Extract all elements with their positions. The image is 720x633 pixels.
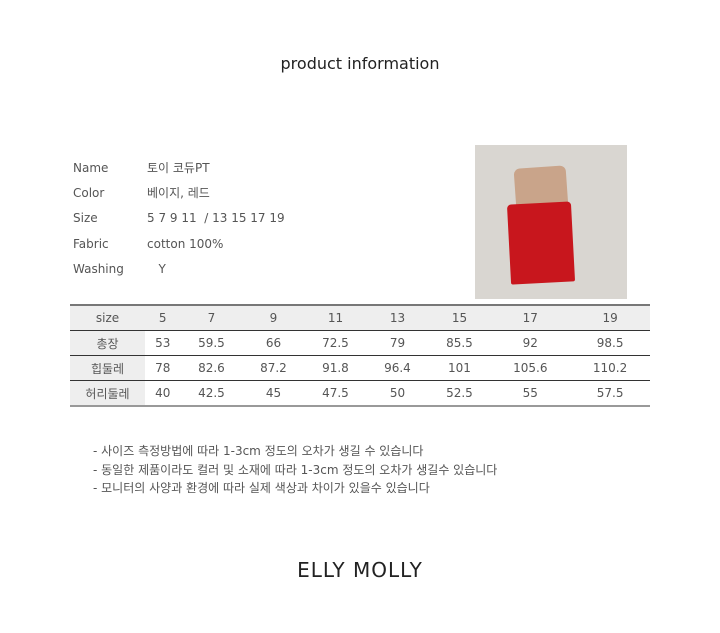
label: Color — [73, 185, 105, 200]
info-washing: Washing Y — [73, 256, 285, 281]
table-cell: 45 — [265, 386, 282, 400]
table-cell: 5 — [145, 305, 181, 331]
info-fabric: Fabric cotton 100% — [73, 231, 285, 256]
info-size: Size 5 7 9 11 / 13 15 17 19 — [73, 206, 285, 231]
table-cell: 85.5 — [428, 330, 491, 356]
table-cell: 47.5 — [322, 386, 349, 400]
table-cell: 55 — [522, 386, 538, 400]
table-cell: 40 — [155, 386, 171, 400]
product-info: Name 토이 코듀PT Color 베이지, 레드 Size 5 7 9 11 / … — [73, 155, 285, 281]
red-pants — [506, 201, 576, 285]
value: 토이 코듀PT — [147, 161, 210, 176]
table-cell: 101 — [428, 355, 491, 381]
table-cell: 78 — [145, 355, 181, 381]
page-title: product information — [280, 54, 440, 73]
label: Size — [73, 211, 98, 226]
table-cell: 11 — [304, 305, 367, 331]
table-cell: 17 — [490, 305, 571, 331]
row-label: 허리둘레 — [70, 380, 145, 406]
table-row: 허리둘레 40 42.5 45 47.5 50 52.5 55 57.5 — [70, 380, 650, 406]
table-cell: 110.2 — [570, 355, 650, 381]
label: Fabric — [73, 236, 109, 251]
row-label: size — [70, 305, 145, 331]
notes: - 사이즈 측정방법에 따라 1-3cm 정도의 오차가 생길 수 있습니다 -… — [93, 442, 497, 498]
size-table: size 5 7 9 11 13 15 17 19 총장 53 59.5 66 72.5 79 85.5 92 9… — [70, 304, 650, 407]
product-photo — [475, 145, 627, 299]
table-row: 총장 53 59.5 66 72.5 79 85.5 92 98.5 — [70, 330, 650, 356]
info-name: Name 토이 코듀PT — [73, 155, 285, 180]
table-cell: 79 — [366, 330, 429, 356]
row-label: 힙둘레 — [70, 355, 145, 381]
table-header-row: size 5 7 9 11 13 15 17 19 — [70, 305, 650, 331]
brand-logo: ELLY MOLLY — [297, 558, 423, 582]
value: cotton 100% — [147, 236, 224, 251]
note: - 동일한 제품이라도 컬러 및 소재에 따라 1-3cm 정도의 오차가 생길… — [93, 462, 498, 477]
label: Washing — [73, 261, 124, 276]
table-cell: 98.5 — [570, 330, 650, 356]
table-cell: 87.2 — [242, 355, 305, 381]
table-cell: 92 — [490, 330, 571, 356]
table-cell: 59.5 — [180, 330, 243, 356]
value: 5 7 9 11 / 13 15 17 19 — [147, 211, 285, 226]
table-cell: 50 — [389, 386, 406, 400]
table-cell: 66 — [242, 330, 305, 356]
info-color: Color 베이지, 레드 — [73, 180, 285, 205]
table-cell: 7 — [180, 305, 243, 331]
value: Y — [147, 261, 166, 276]
row-label: 총장 — [70, 330, 145, 356]
table-cell: 42.5 — [198, 386, 225, 400]
table-row: 힙둘레 78 82.6 87.2 91.8 96.4 101 105.6 110.2 — [70, 355, 650, 381]
table-cell: 57.5 — [596, 386, 624, 400]
note: - 모니터의 사양과 환경에 따라 실제 색상과 차이가 있을수 있습니다 — [93, 481, 430, 495]
table-cell: 19 — [570, 305, 650, 331]
table-cell: 9 — [242, 305, 305, 331]
table-cell: 72.5 — [304, 330, 367, 356]
label: Name — [73, 160, 109, 175]
table-cell: 105.6 — [490, 355, 571, 381]
note: - 사이즈 측정방법에 따라 1-3cm 정도의 오차가 생길 수 있습니다 — [93, 444, 424, 458]
table-cell: 52.5 — [446, 386, 473, 400]
table-cell: 96.4 — [366, 355, 429, 381]
table-cell: 13 — [366, 305, 429, 331]
table-cell: 82.6 — [180, 355, 243, 381]
value: 베이지, 레드 — [147, 186, 210, 201]
table-cell: 53 — [145, 330, 181, 356]
table-cell: 15 — [428, 305, 491, 331]
table-cell: 91.8 — [304, 355, 367, 381]
